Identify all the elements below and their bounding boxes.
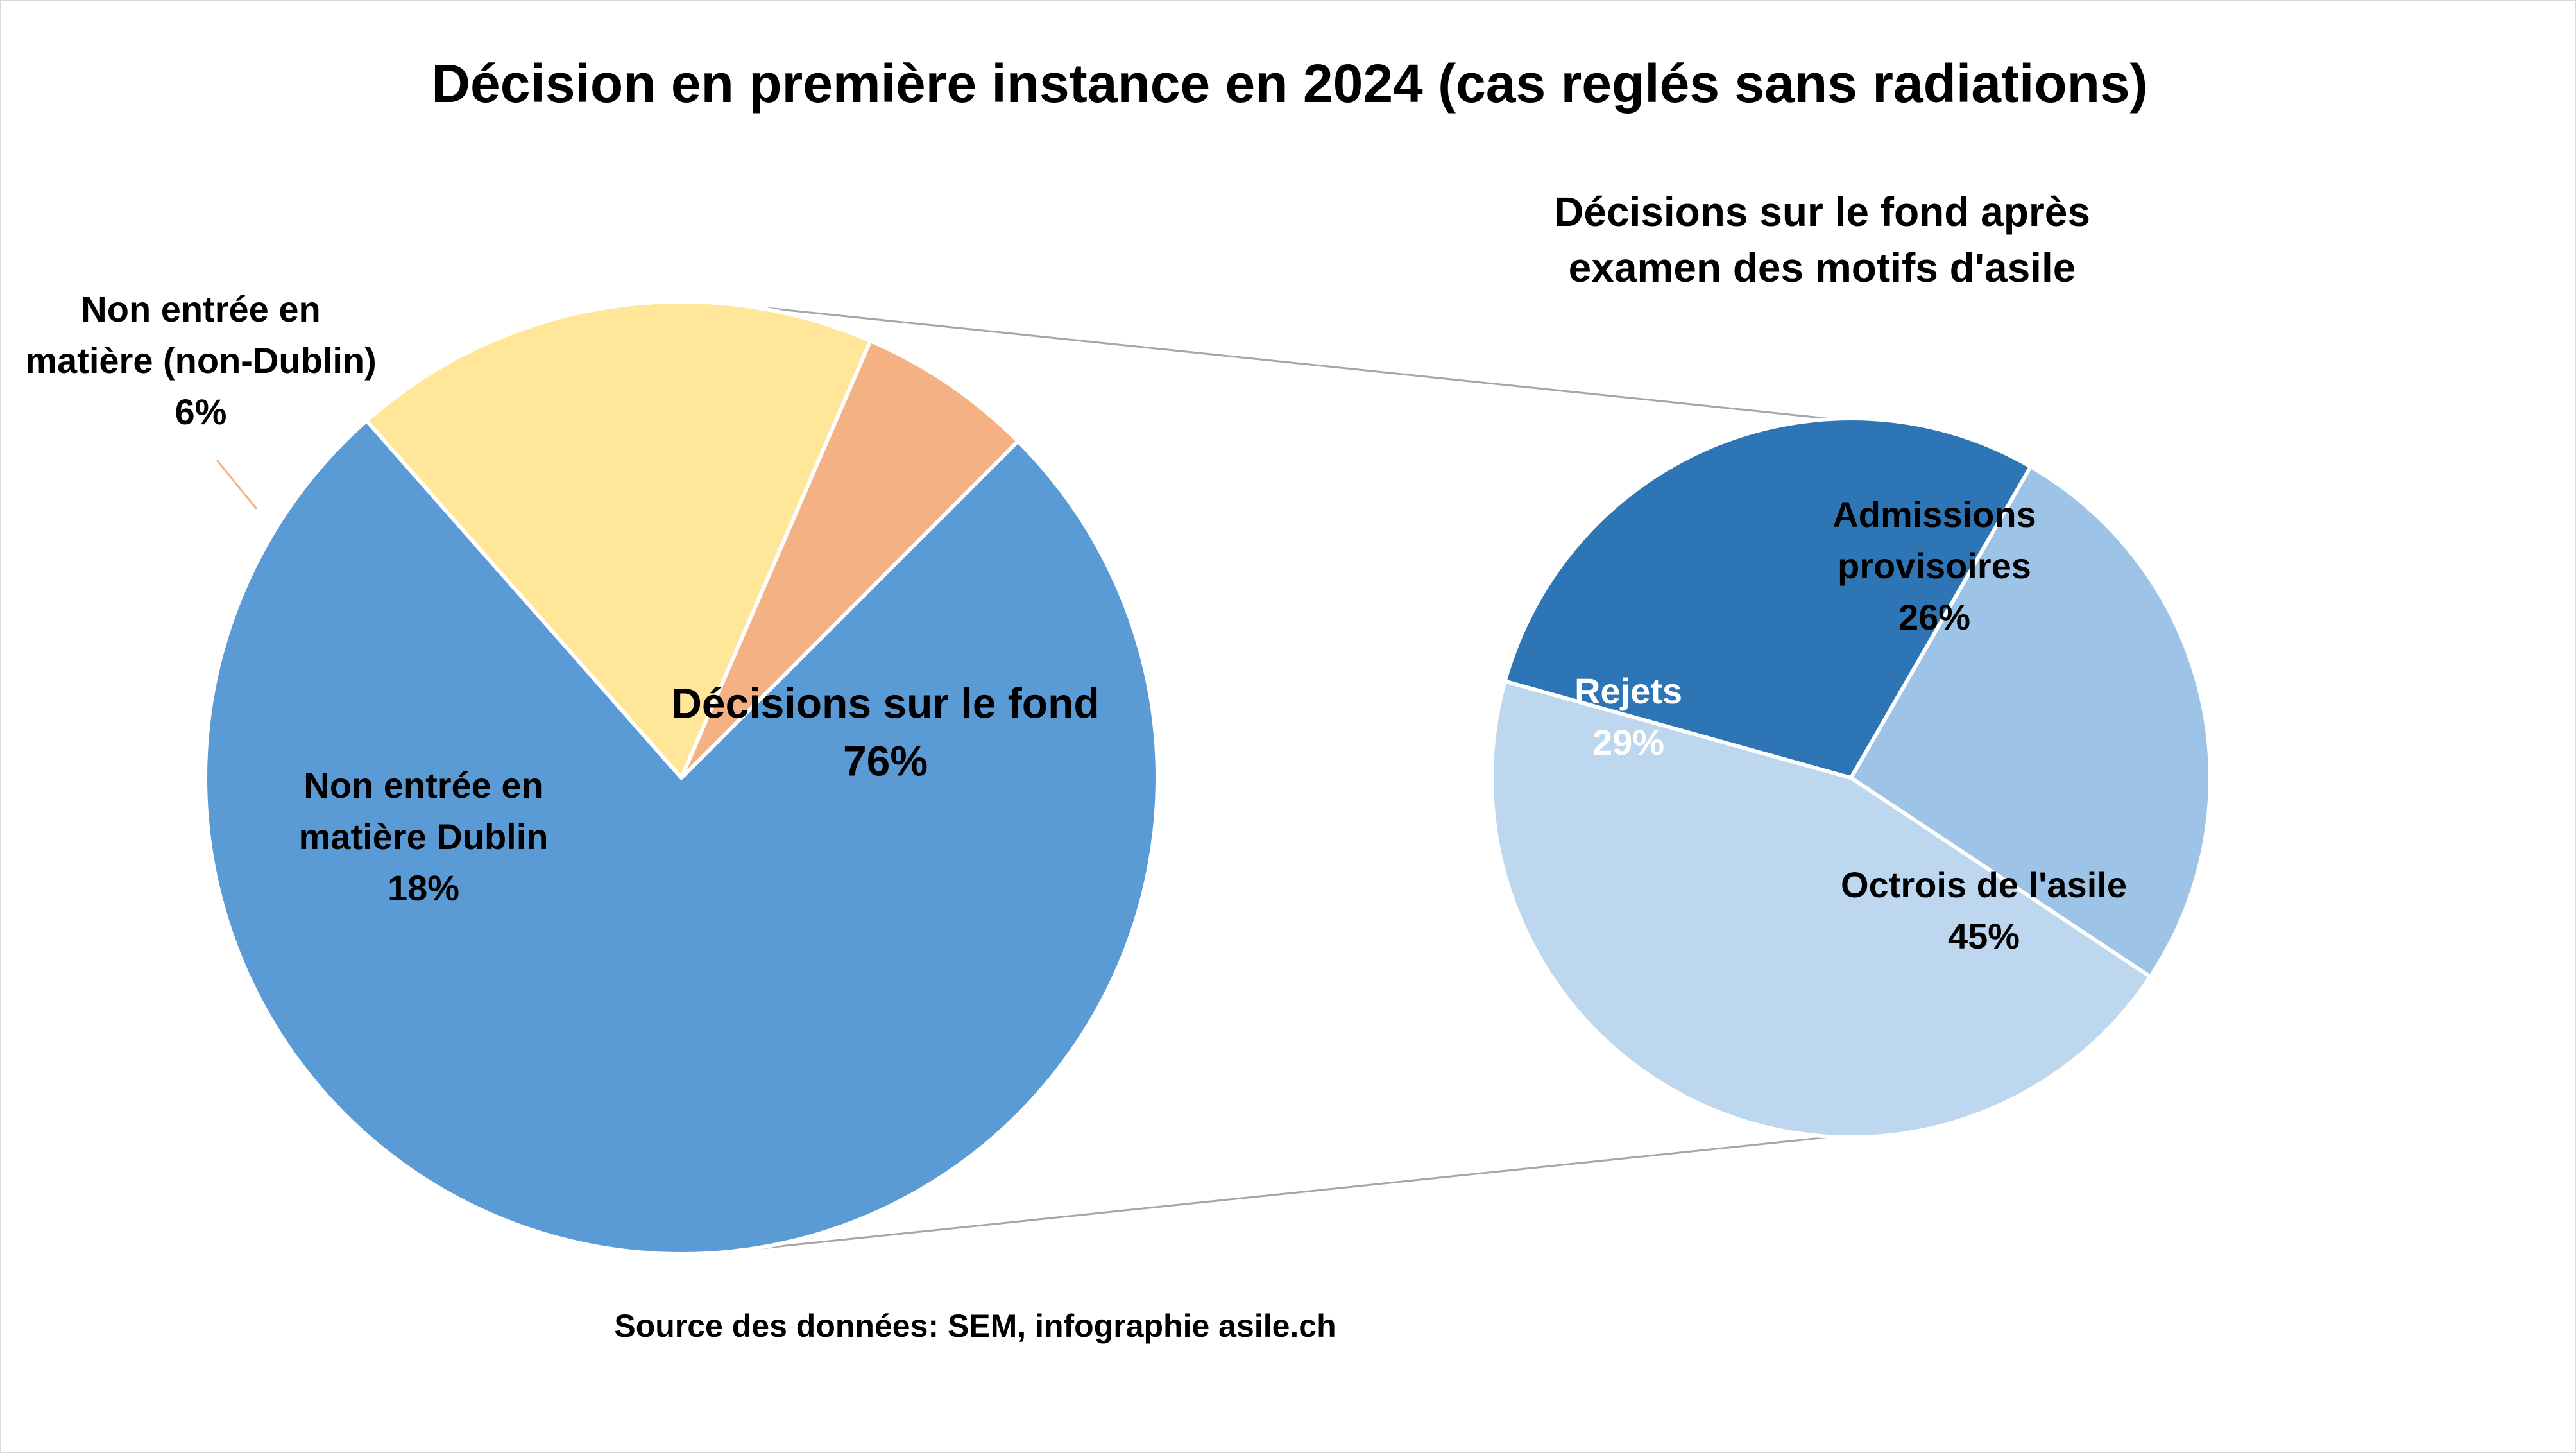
label-decisions-sur-le-fond-value: 76% (843, 737, 928, 784)
slice-non-entree-en-matiere-non-dublin (679, 339, 1020, 780)
label-non-entree-en-matiere-dublin-line-2: matière Dublin (299, 816, 549, 857)
label-non-entree-en-matiere-dublin-line-1: Non entrée en (303, 765, 543, 805)
connector-line-top (722, 302, 1832, 420)
label-rejets-value: 29% (1592, 722, 1664, 762)
secondary-pie-title-line-1: Décisions sur le fond après (1554, 189, 2090, 235)
slice-non-entree-en-matiere-dublin (364, 300, 873, 780)
pie-connector-lines (722, 302, 1832, 1253)
label-octrois-de-l-asile-value: 45% (1948, 916, 2020, 956)
slice-admissions-provisoires (1849, 465, 2212, 979)
label-admissions-provisoires-line-1: Admissions (1832, 494, 2036, 535)
secondary-pie-title-line-2: examen des motifs d'asile (1569, 245, 2076, 291)
label-admissions-provisoires-value: 26% (1898, 597, 1970, 637)
label-rejets-line-1: Rejets (1574, 671, 1682, 711)
label-non-entree-en-matiere-non-dublin-value: 6% (175, 391, 227, 432)
connector-line-bottom (722, 1135, 1832, 1253)
label-non-entree-en-matiere-non-dublin-line-1: Non entrée en (81, 289, 320, 329)
leader-line-non-dublin (216, 460, 258, 510)
label-non-entree-en-matiere-dublin-value: 18% (388, 868, 459, 908)
label-admissions-provisoires-line-2: provisoires (1838, 546, 2031, 586)
label-non-entree-en-matiere-non-dublin-line-2: matière (non-Dublin) (25, 340, 377, 381)
main-pie (203, 300, 1159, 1256)
label-decisions-sur-le-fond-line-1: Décisions sur le fond (671, 679, 1099, 726)
slice-decisions-sur-le-fond (203, 418, 1159, 1256)
source-note: Source des données: SEM, infographie asi… (614, 1308, 1336, 1344)
slice-octrois-de-l-asile (1490, 679, 2153, 1139)
label-octrois-de-l-asile-line-1: Octrois de l'asile (1841, 864, 2127, 905)
slice-rejets (1503, 417, 2033, 780)
chart-title: Décision en première instance en 2024 (c… (431, 53, 2147, 114)
secondary-pie (1490, 417, 2212, 1139)
slice-labels: Décisions sur le fond 76% Non entrée en mat… (25, 289, 2127, 956)
